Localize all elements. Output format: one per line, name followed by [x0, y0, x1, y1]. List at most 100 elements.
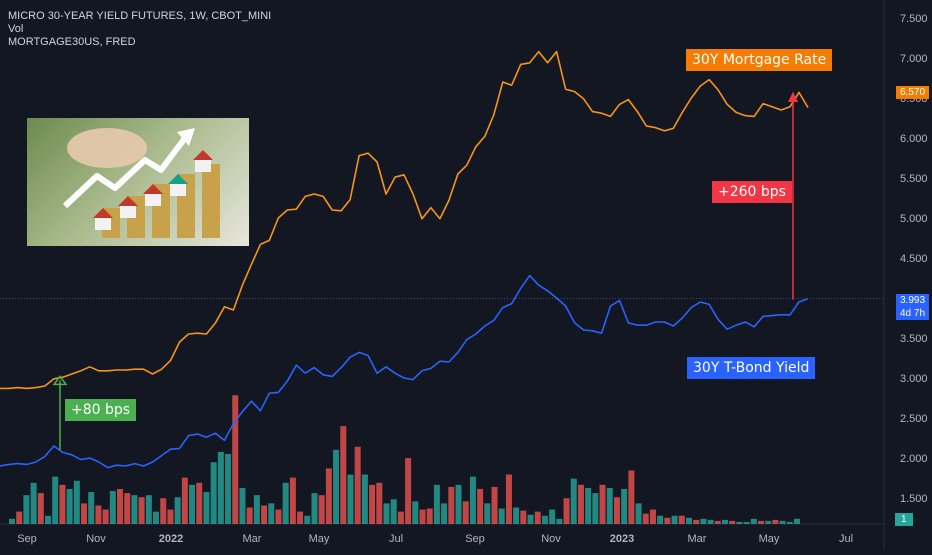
bar-countdown-tag: 4d 7h: [896, 307, 930, 320]
volume-bar: [37, 493, 44, 524]
volume-bar: [541, 515, 548, 524]
volume-bar: [433, 484, 440, 524]
volume-bar: [729, 520, 736, 524]
mortgage-rate-label[interactable]: 30Y Mortgage Rate: [686, 49, 833, 71]
volume-bar: [649, 509, 656, 524]
volume-bar: [225, 453, 232, 524]
volume-bar: [621, 488, 628, 524]
volume-bar: [333, 449, 340, 524]
volume-bar: [318, 495, 325, 524]
volume-bar: [174, 497, 181, 524]
volume-bar: [239, 487, 246, 524]
volume-bar: [534, 511, 541, 524]
volume-bar: [397, 511, 404, 524]
volume-bar: [59, 484, 66, 524]
mortgage-last-price-tag: 6.570: [896, 86, 930, 99]
mortgage-rate-line: [0, 50, 809, 390]
housing-growth-image: [27, 118, 249, 246]
volume-bar: [570, 478, 577, 524]
volume-bar: [282, 482, 289, 524]
volume-bar: [613, 497, 620, 524]
volume-bar: [189, 484, 196, 524]
volume-bar: [196, 482, 203, 524]
x-tick-label: Nov: [541, 533, 561, 545]
volume-bar: [217, 451, 224, 524]
volume-bar: [138, 497, 145, 524]
volume-bar: [577, 484, 584, 524]
volume-bar: [354, 446, 361, 524]
volume-bar: [606, 487, 613, 524]
chart-legend: MICRO 30-YEAR YIELD FUTURES, 1W, CBOT_MI…: [8, 10, 271, 49]
volume-bar: [16, 511, 23, 524]
volume-bar: [347, 474, 354, 524]
spread-then-arrowhead: [52, 375, 68, 386]
volume-bar: [765, 520, 772, 524]
volume-indicator-title[interactable]: Vol: [8, 23, 24, 35]
volume-bar: [498, 508, 505, 524]
compare-symbol-title[interactable]: MORTGAGE30US, FRED: [8, 36, 136, 48]
spread-then-label[interactable]: +80 bps: [65, 399, 137, 421]
volume-bar: [181, 477, 188, 524]
volume-bar: [45, 515, 52, 524]
volume-bar: [693, 519, 700, 524]
volume-bar: [642, 513, 649, 524]
tbond-yield-label[interactable]: 30Y T-Bond Yield: [687, 357, 816, 379]
volume-bar: [304, 515, 311, 524]
volume-bar: [109, 491, 116, 524]
volume-bar: [455, 484, 462, 524]
volume-bar: [325, 468, 332, 524]
volume-bar: [246, 507, 253, 524]
volume-bar: [707, 519, 714, 524]
volume-bar: [477, 488, 484, 524]
volume-bar: [66, 488, 73, 524]
volume-bar: [412, 501, 419, 524]
volume-bar: [261, 505, 268, 524]
volume-bar: [491, 486, 498, 524]
volume-bar: [505, 474, 512, 524]
volume-bar: [268, 503, 275, 524]
volume-bar: [448, 486, 455, 524]
volume-bar: [369, 484, 376, 524]
x-tick-label: Sep: [465, 533, 485, 545]
volume-bar: [131, 495, 138, 524]
y-tick-label: 5.000: [900, 213, 928, 225]
volume-bar: [664, 517, 671, 524]
volume-bar: [592, 493, 599, 524]
y-tick-label: 1.500: [900, 493, 928, 505]
volume-last-tag: 1: [895, 513, 913, 526]
volume-bar: [52, 476, 59, 524]
volume-bar: [779, 520, 786, 524]
volume-bar: [153, 511, 160, 524]
volume-bar: [556, 518, 563, 524]
x-tick-label: Sep: [17, 533, 37, 545]
volume-bar: [390, 499, 397, 524]
symbol-title[interactable]: MICRO 30-YEAR YIELD FUTURES, 1W, CBOT_MI…: [8, 10, 272, 22]
volume-bar: [95, 505, 102, 524]
x-tick-label: Jul: [389, 533, 403, 545]
x-tick-label: Nov: [86, 533, 106, 545]
volume-bar: [73, 480, 80, 524]
volume-bar: [361, 474, 368, 524]
housing-growth-illustration: [62, 128, 220, 238]
volume-bar: [145, 495, 152, 524]
volume-bar: [484, 503, 491, 524]
x-tick-label: Jul: [839, 533, 853, 545]
x-tick-label: Mar: [688, 533, 707, 545]
volume-bar: [549, 509, 556, 524]
volume-bar: [469, 476, 476, 524]
volume-bar: [786, 521, 793, 524]
volume-bar: [721, 519, 728, 524]
volume-bar: [232, 395, 239, 524]
volume-bar: [736, 521, 743, 524]
volume-bar: [203, 492, 210, 524]
spread-now-label[interactable]: +260 bps: [712, 181, 792, 203]
volume-bar: [23, 495, 30, 524]
volume-bar: [160, 498, 167, 524]
volume-bar: [750, 518, 757, 524]
volume-bar: [124, 493, 131, 524]
volume-bar: [671, 515, 678, 524]
tbond-yield-line: [0, 274, 809, 469]
volume-bar: [520, 510, 527, 524]
